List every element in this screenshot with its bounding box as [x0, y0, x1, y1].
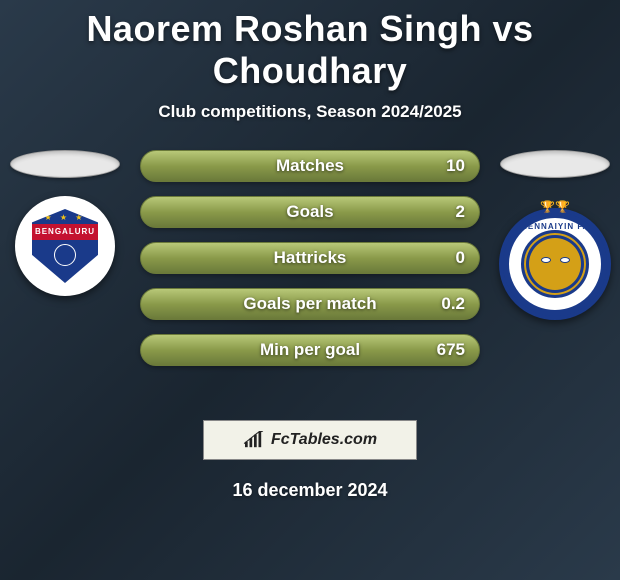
right-club-badge: 🏆🏆 CHENNAIYIN F.C. — [499, 208, 611, 320]
left-player-silhouette — [10, 150, 120, 178]
stat-bar: Matches10 — [140, 150, 480, 182]
stat-bars: Matches10 Goals2 Hattricks0 Goals per match… — [140, 150, 480, 366]
stat-value-right: 2 — [456, 197, 465, 227]
chennaiyin-face — [521, 230, 589, 298]
left-player-column: ★ ★ ★ BENGALURU — [0, 150, 130, 296]
chennaiyin-ring: CHENNAIYIN F.C. — [503, 212, 607, 316]
right-player-silhouette — [500, 150, 610, 178]
comparison-content: ★ ★ ★ BENGALURU 🏆🏆 CHENNAIYIN F.C. Match… — [0, 150, 620, 390]
stat-bar-label: Goals per match — [141, 289, 479, 319]
stat-bar-label: Goals — [141, 197, 479, 227]
bengaluru-shield: ★ ★ ★ BENGALURU — [32, 209, 98, 283]
subtitle: Club competitions, Season 2024/2025 — [0, 102, 620, 122]
stat-bar-label: Min per goal — [141, 335, 479, 365]
football-icon — [54, 244, 76, 266]
stat-value-right: 10 — [446, 151, 465, 181]
chart-icon — [243, 431, 265, 449]
bengaluru-band: BENGALURU — [32, 224, 98, 240]
date-text: 16 december 2024 — [0, 480, 620, 501]
stat-bar-label: Matches — [141, 151, 479, 181]
stat-value-right: 0 — [456, 243, 465, 273]
stat-bar-label: Hattricks — [141, 243, 479, 273]
right-player-column: 🏆🏆 CHENNAIYIN F.C. — [490, 150, 620, 320]
star-icon: ★ ★ ★ — [45, 213, 86, 222]
stat-value-right: 0.2 — [441, 289, 465, 319]
stat-bar: Goals per match0.2 — [140, 288, 480, 320]
left-club-badge: ★ ★ ★ BENGALURU — [15, 196, 115, 296]
page-title: Naorem Roshan Singh vs Choudhary — [0, 0, 620, 92]
stat-bar: Hattricks0 — [140, 242, 480, 274]
stat-value-right: 675 — [437, 335, 465, 365]
watermark: FcTables.com — [203, 420, 417, 460]
stat-bar: Goals2 — [140, 196, 480, 228]
stat-bar: Min per goal675 — [140, 334, 480, 366]
watermark-text: FcTables.com — [271, 431, 377, 449]
